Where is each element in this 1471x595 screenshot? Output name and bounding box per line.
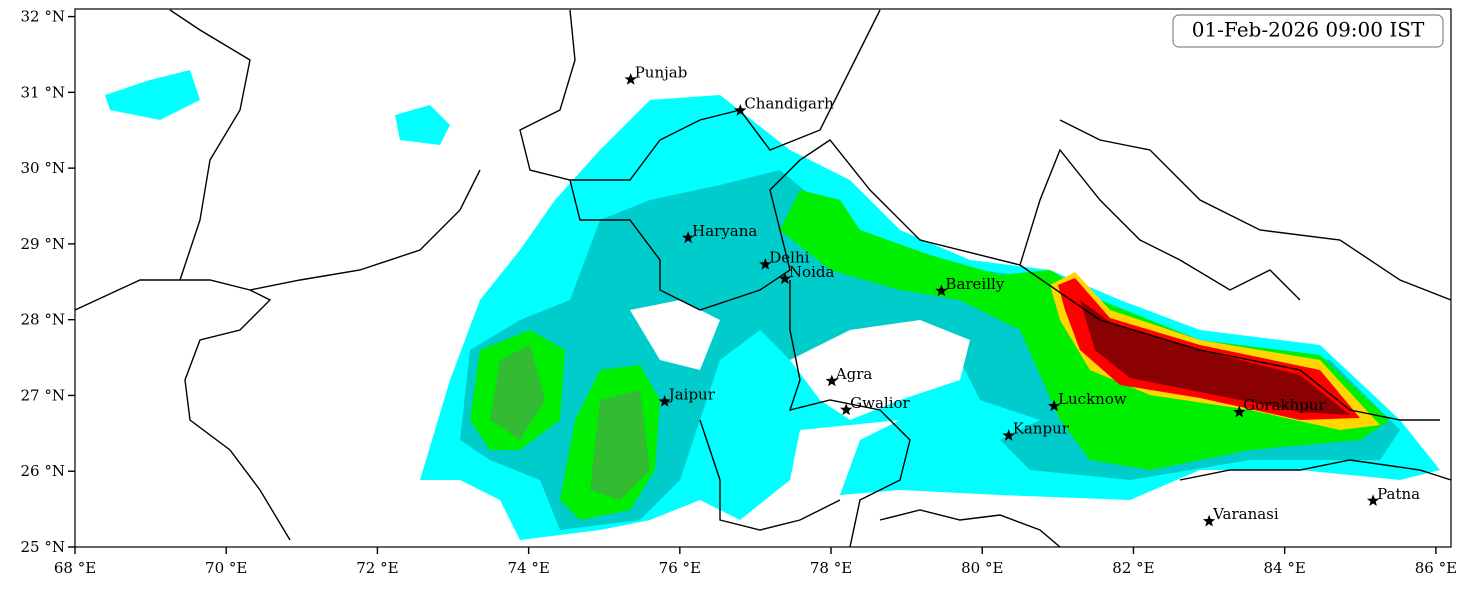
x-tick-label: 72 °E: [356, 559, 398, 577]
border: [788, 280, 911, 547]
place-marker: [1233, 405, 1246, 418]
place-marker: [624, 73, 637, 85]
x-tick-label: 86 °E: [1415, 559, 1457, 577]
rain-gap: [630, 300, 720, 370]
place-label: Varanasi: [1212, 505, 1279, 523]
rain-contour: [490, 345, 545, 440]
place-label: Punjab: [635, 63, 688, 81]
y-tick-label: 26 °N: [21, 462, 65, 480]
place-marker: [658, 395, 671, 407]
border: [519, 9, 881, 181]
border: [1019, 148, 1301, 301]
place-label: Chandigarh: [744, 95, 834, 113]
border: [1059, 119, 1451, 301]
place-label: Haryana: [692, 222, 757, 240]
border: [569, 139, 1440, 421]
place-label: Patna: [1377, 485, 1420, 503]
place-marker: [1202, 514, 1216, 527]
border: [1179, 459, 1451, 481]
y-tick-label: 30 °N: [21, 159, 65, 177]
place-marker: [1002, 429, 1015, 441]
x-tick-label: 70 °E: [205, 559, 247, 577]
border: [699, 419, 841, 531]
place-marker: [759, 257, 772, 270]
place-label: Delhi: [769, 248, 809, 266]
place-marker: [778, 272, 792, 284]
x-tick-label: 76 °E: [659, 559, 701, 577]
plot-frame: [74, 8, 1452, 548]
place-marker: [1047, 399, 1061, 412]
x-tick-label: 82 °E: [1112, 559, 1154, 577]
rain-contour: [105, 70, 200, 120]
x-tick-label: 80 °E: [961, 559, 1003, 577]
border: [169, 9, 251, 281]
rain-gap: [790, 320, 970, 420]
map-title: 01-Feb-2026 09:00 IST: [1192, 18, 1425, 42]
border: [249, 169, 481, 291]
place-marker: [825, 374, 838, 387]
x-tick-label: 78 °E: [810, 559, 852, 577]
y-tick-label: 32 °N: [21, 8, 65, 26]
x-tick-label: 74 °E: [507, 559, 549, 577]
place-label: Bareilly: [945, 275, 1004, 293]
y-tick-label: 28 °N: [21, 311, 65, 329]
place-label: Noida: [789, 263, 835, 281]
border: [879, 509, 1061, 547]
place-label: Gwalior: [850, 394, 910, 412]
place-label: Agra: [835, 365, 873, 383]
place-label: Gorakhpur: [1243, 396, 1326, 414]
place-label: Jaipur: [667, 386, 716, 404]
place-marker: [734, 104, 747, 116]
title-box: [1172, 14, 1444, 48]
y-tick-label: 29 °N: [21, 235, 65, 253]
x-tick-label: 68 °E: [54, 559, 96, 577]
rain-contour: [1080, 300, 1350, 415]
place-marker: [1366, 494, 1380, 506]
rain-contour: [395, 105, 450, 145]
rain-contour: [590, 390, 650, 500]
y-tick-label: 27 °N: [21, 386, 65, 404]
place-marker: [840, 403, 853, 416]
border: [75, 279, 291, 541]
place-label: Kanpur: [1013, 420, 1070, 438]
x-tick-label: 84 °E: [1264, 559, 1306, 577]
place-marker: [935, 284, 948, 297]
rain-field: [75, 9, 1451, 547]
place-marker: [682, 231, 695, 244]
y-tick-label: 25 °N: [21, 538, 65, 556]
place-label: Lucknow: [1058, 390, 1127, 408]
y-tick-label: 31 °N: [21, 83, 65, 101]
